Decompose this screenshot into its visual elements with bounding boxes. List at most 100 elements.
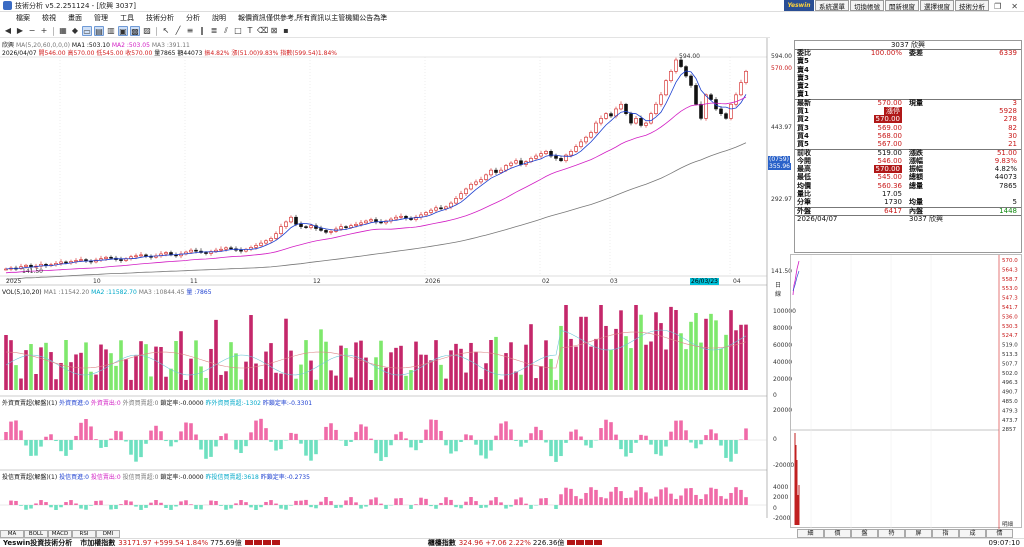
foreign-bar: [49, 434, 53, 440]
tab-macd[interactable]: MACD: [48, 530, 72, 538]
invest-bar: [544, 498, 548, 505]
shape-tool-icon[interactable]: □: [234, 26, 242, 35]
menu-tech-analysis[interactable]: 技術分析: [146, 14, 174, 22]
tab-ma[interactable]: MA: [0, 530, 24, 538]
candle-body: [59, 261, 63, 264]
foreign-bar: [429, 419, 433, 440]
tech-analysis-button[interactable]: 技術分析: [955, 0, 989, 11]
save-icon[interactable]: ▪: [283, 26, 289, 35]
menu-file[interactable]: 檔案: [16, 14, 30, 22]
volume-bar: [719, 348, 723, 390]
intraday-svg[interactable]: 570.0 564.3 558.7 553.0 547.3 541.7 536.0 530.3…: [791, 255, 1023, 529]
menu-manage[interactable]: 管理: [94, 14, 108, 22]
intraday-chart[interactable]: 570.0 564.3 558.7 553.0 547.3 541.7 536.0 530.3…: [790, 254, 1023, 529]
menu-screen[interactable]: 畫面: [68, 14, 82, 22]
layout3-icon[interactable]: ▥: [107, 26, 115, 35]
vline-tool-icon[interactable]: ‖: [200, 26, 204, 35]
candle-body: [304, 226, 308, 228]
text-tool-icon[interactable]: T: [247, 26, 253, 35]
layout4-icon[interactable]: ▣: [118, 26, 128, 36]
tab-info[interactable]: 情: [986, 529, 1013, 538]
eraser-icon[interactable]: ⌫: [257, 26, 269, 35]
foreign-bar: [134, 440, 138, 462]
candle-body: [624, 103, 628, 114]
tab-book[interactable]: 盤: [851, 529, 878, 538]
foreign-bar: [139, 440, 143, 458]
invest-bar: [84, 505, 88, 510]
volume-bar: [604, 325, 608, 390]
volume-bar: [534, 378, 538, 390]
tab-screen[interactable]: 屏: [905, 529, 932, 538]
invest-bar: [339, 505, 343, 508]
close-button[interactable]: ✕: [1011, 1, 1018, 11]
color-icon[interactable]: ◆: [71, 26, 79, 35]
otc-label: 櫃檯指數: [427, 539, 456, 547]
tick-axis-label: 570.0: [1002, 258, 1018, 264]
tab-price[interactable]: 價: [824, 529, 851, 538]
minus-icon[interactable]: −: [28, 26, 36, 35]
volume-bar: [179, 331, 183, 390]
menu-analysis[interactable]: 分析: [186, 14, 200, 22]
switch-account-button[interactable]: 切換帳號: [850, 0, 884, 11]
foreign-bar: [434, 419, 438, 440]
otc-value: 324.96: [458, 539, 484, 547]
volume-bar: [379, 340, 383, 390]
volume-bar: [289, 350, 293, 390]
tab-volume[interactable]: 成: [959, 529, 986, 538]
menu-tools[interactable]: 工具: [120, 14, 134, 22]
invest-bar: [379, 503, 383, 505]
layout2-icon[interactable]: ▤: [94, 26, 104, 36]
fib-tool-icon[interactable]: ≣: [210, 26, 218, 35]
candle-body: [204, 252, 208, 254]
tab-dmi[interactable]: DMI: [96, 530, 120, 538]
volume-bar: [584, 316, 588, 390]
cursor-date-tag: 26/03/23: [690, 278, 719, 285]
layout6-icon[interactable]: ▨: [143, 26, 151, 35]
toolbar: ◀ ▶ − + ▦ ◆ ▭ ▤ ▥ ▣ ▩ ▨ ↖ ╱ ≡ ‖ ≣ ⫽ □ T …: [0, 25, 770, 38]
forward-icon[interactable]: ▶: [16, 26, 24, 35]
invest-bar: [214, 501, 218, 505]
candle-body: [509, 162, 513, 166]
back-icon[interactable]: ◀: [4, 26, 12, 35]
invest-bar: [399, 498, 403, 505]
candle-body: [634, 118, 638, 124]
invest-bar: [59, 505, 63, 508]
tick-axis-label: 553.0: [1002, 286, 1018, 292]
plus-icon[interactable]: +: [40, 26, 48, 35]
foreign-bar: [174, 440, 178, 443]
volume-bar: [464, 372, 468, 390]
menu-view[interactable]: 檢視: [42, 14, 56, 22]
lock-icon[interactable]: ⊠: [270, 26, 278, 35]
line-tool-icon[interactable]: ╱: [175, 26, 181, 35]
foreign-bar: [44, 436, 48, 440]
volume-bar: [134, 355, 138, 390]
select-window-button[interactable]: 選擇視窗: [920, 0, 954, 11]
cursor-icon[interactable]: ↖: [162, 26, 170, 35]
invest-bar: [259, 505, 263, 508]
new-window-button[interactable]: 開新視窗: [885, 0, 919, 11]
main-chart[interactable]: 594.00 570.00 443.97 292.97 141.50 (0759…: [0, 38, 796, 522]
candle-body: [564, 154, 568, 162]
foreign-bar: [534, 426, 538, 440]
x-tick-label: 04: [733, 278, 741, 285]
layout1-icon[interactable]: ▭: [82, 26, 92, 36]
candle-body: [734, 94, 738, 105]
channel-tool-icon[interactable]: ⫽: [224, 26, 228, 35]
grid-icon[interactable]: ▦: [59, 26, 67, 35]
tab-boll[interactable]: BOLL: [24, 530, 48, 538]
hline-tool-icon[interactable]: ≡: [186, 26, 194, 35]
invest-bar: [624, 497, 628, 505]
tab-detail[interactable]: 細: [797, 529, 824, 538]
system-menu-button[interactable]: 系統選單: [815, 0, 849, 11]
tab-rsi[interactable]: RSI: [72, 530, 96, 538]
foreign-bar: [119, 431, 123, 440]
invest-bar: [509, 505, 513, 507]
tab-index[interactable]: 指: [932, 529, 959, 538]
layout5-icon[interactable]: ▩: [130, 26, 140, 36]
maximize-button[interactable]: ❐: [994, 1, 1002, 11]
chart-svg[interactable]: [0, 38, 770, 518]
tab-special[interactable]: 特: [878, 529, 905, 538]
foreign-bar: [734, 440, 738, 454]
invest-axis-label: 0: [773, 505, 777, 512]
menu-help[interactable]: 說明: [212, 14, 226, 22]
